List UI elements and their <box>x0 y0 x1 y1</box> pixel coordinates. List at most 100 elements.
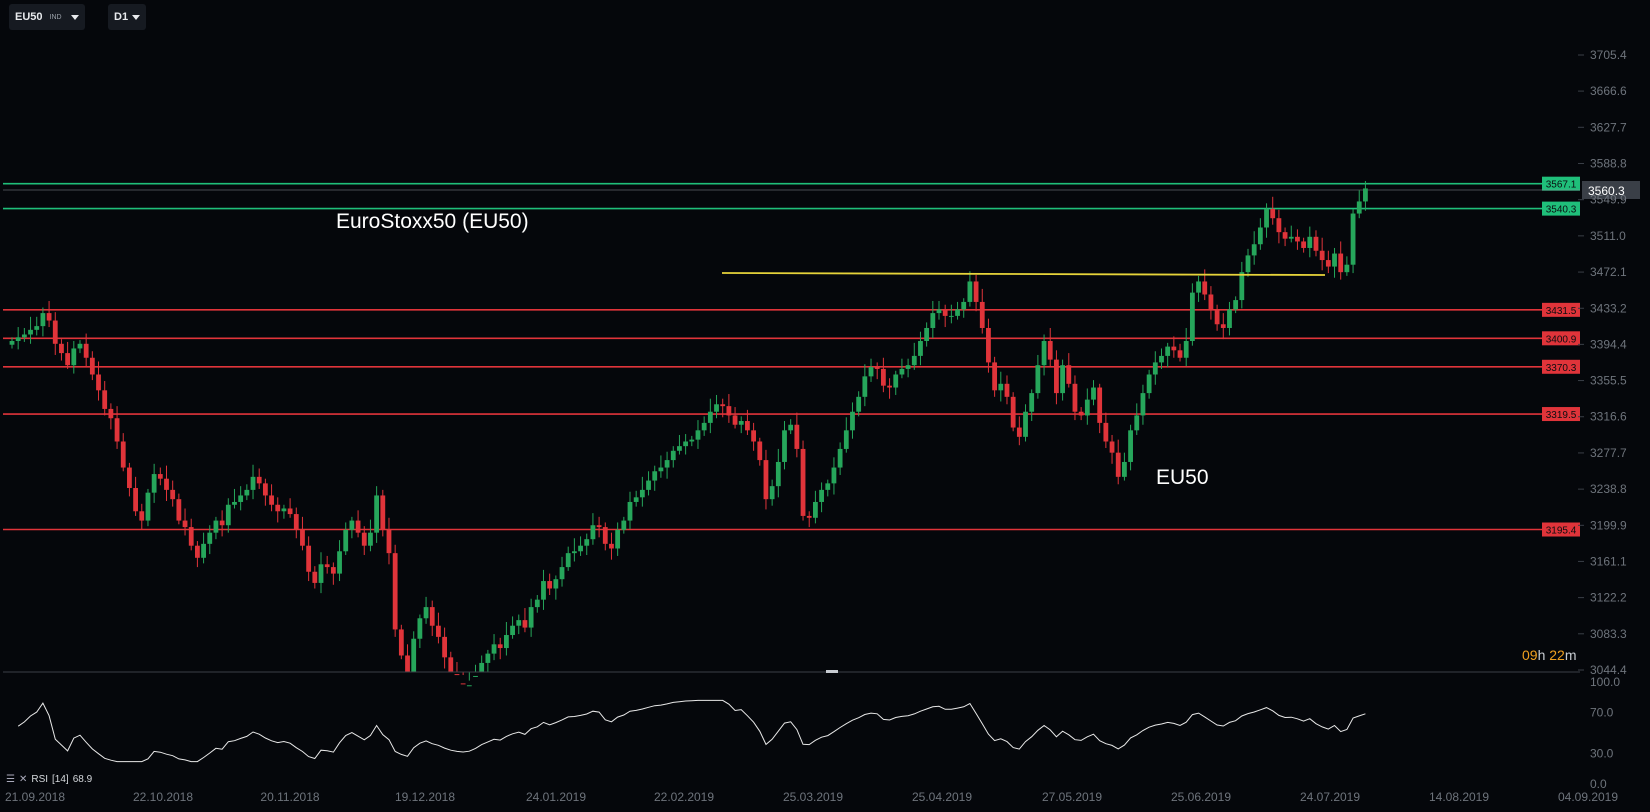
candle-body <box>887 385 892 388</box>
time-tick-label: 24.07.2019 <box>1300 790 1360 804</box>
rsi-tick-label: 100.0 <box>1590 675 1620 689</box>
time-tick-label: 19.12.2018 <box>395 790 455 804</box>
candle-body <box>683 441 689 447</box>
candle-body <box>1301 241 1307 248</box>
level-label: 3370.3 <box>1546 363 1577 374</box>
level-badge <box>1542 176 1580 191</box>
candle-body <box>1084 399 1090 416</box>
candle-body <box>1227 309 1232 328</box>
candle-body <box>423 607 429 619</box>
candle-body <box>992 362 998 391</box>
candle-body <box>1270 208 1276 219</box>
candle-body <box>349 520 355 530</box>
candle-body <box>250 476 256 490</box>
candle-body <box>256 476 262 484</box>
candle-body <box>398 629 404 656</box>
candle-body <box>726 406 732 416</box>
candle-body <box>1004 383 1010 397</box>
candle-body <box>738 421 744 425</box>
time-tick-label: 27.05.2019 <box>1042 790 1102 804</box>
price-tick-label: 3511.0 <box>1590 229 1626 243</box>
candle-body <box>788 424 794 431</box>
candle-body <box>856 396 862 412</box>
candle-body <box>541 581 546 600</box>
candle-body <box>1189 292 1195 342</box>
rsi-tick-label: 70.0 <box>1590 706 1614 720</box>
candle-body <box>77 343 83 349</box>
candle-body <box>534 599 540 608</box>
candle-body <box>225 504 231 526</box>
candle-body <box>1196 281 1201 293</box>
candle-body <box>800 448 806 516</box>
candle-body <box>355 520 361 533</box>
candle-body <box>429 607 435 626</box>
candle-body <box>151 474 157 493</box>
candle-body <box>386 529 392 554</box>
candle-body <box>553 579 559 589</box>
candle-body <box>559 567 565 580</box>
settings-icon[interactable]: ☰ <box>6 774 15 785</box>
candle-body <box>411 638 417 672</box>
candle-body <box>28 329 33 335</box>
candle-body <box>479 662 485 672</box>
level-label: 3567.1 <box>1546 180 1577 191</box>
candle-body <box>609 543 614 549</box>
candle-body <box>133 488 138 512</box>
candle-body <box>794 424 800 449</box>
candle-body <box>374 495 380 533</box>
candle-body <box>361 532 367 546</box>
current-price-badge <box>1582 181 1640 200</box>
candle-body <box>1183 341 1189 358</box>
candle-body <box>1016 427 1022 437</box>
timeframe-selector[interactable]: D1 <box>108 4 146 30</box>
chevron-down-icon <box>71 14 79 20</box>
candle-body <box>918 341 923 356</box>
price-tick-label: 3433.2 <box>1590 301 1627 315</box>
candle-body <box>46 313 52 321</box>
price-tick-label: 3238.8 <box>1590 482 1627 496</box>
level-badge <box>1542 359 1580 374</box>
close-icon[interactable]: ✕ <box>18 774 28 785</box>
candle-body <box>930 313 936 328</box>
candle-body <box>1035 365 1041 394</box>
candle-body <box>1350 213 1356 265</box>
symbol-label: EU50 <box>15 11 43 23</box>
candle-body <box>405 655 410 672</box>
candle-body <box>1313 236 1319 251</box>
candle-body <box>145 492 151 521</box>
candle-body <box>188 527 194 546</box>
candle-body <box>491 644 497 654</box>
candle-body <box>967 281 973 302</box>
candle-body <box>120 441 126 468</box>
candle-body <box>164 478 169 490</box>
candle-body <box>436 625 441 637</box>
candle-body <box>1233 300 1239 310</box>
candle-body <box>732 415 738 425</box>
candle-body <box>1319 250 1325 261</box>
level-label: 3540.3 <box>1546 205 1577 216</box>
candle-body <box>287 508 293 515</box>
candle-body <box>176 499 182 521</box>
candle-body <box>720 404 726 407</box>
chart-annotation: EU50 <box>1156 466 1209 489</box>
symbol-selector[interactable]: EU50 IND <box>9 4 85 30</box>
candle-body <box>961 301 967 310</box>
candle-body <box>89 357 95 375</box>
panel-resize-handle <box>826 670 838 673</box>
candle-body <box>207 532 213 544</box>
candle-body <box>893 374 899 388</box>
level-label: 3431.5 <box>1546 306 1577 317</box>
candle-body <box>460 683 466 685</box>
candle-body <box>911 355 917 366</box>
candle-body <box>689 439 695 442</box>
candle-body <box>1257 227 1263 245</box>
candle-body <box>837 448 843 468</box>
rsi-line <box>17 699 1366 763</box>
rsi-tick-label: 0.0 <box>1590 777 1607 791</box>
candle-body <box>114 418 120 442</box>
candle-body <box>392 553 398 630</box>
time-tick-label: 22.10.2018 <box>133 790 193 804</box>
candle-body <box>745 421 750 431</box>
candle-body <box>1325 260 1331 267</box>
